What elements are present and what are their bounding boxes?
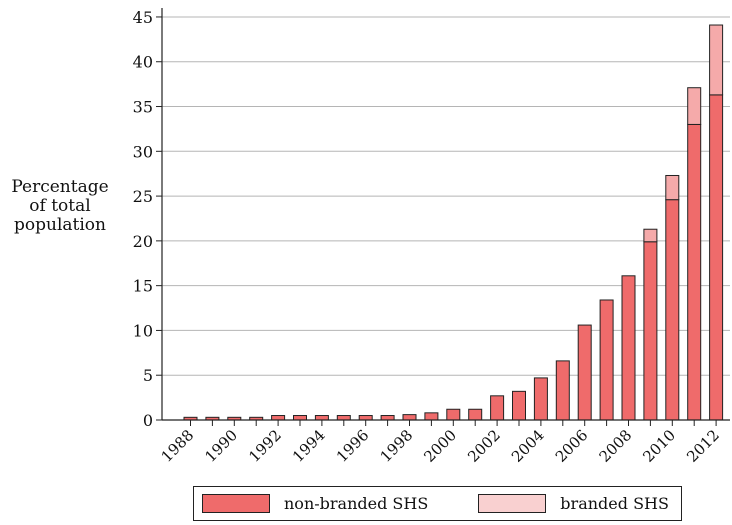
bar-non-branded: [358, 415, 373, 421]
x-tick-label: 1998: [377, 426, 417, 466]
bar-non-branded: [555, 360, 570, 421]
y-tick-label: 10: [133, 321, 153, 340]
legend-item-branded: branded SHS: [478, 494, 669, 513]
bar-non-branded: [621, 275, 636, 421]
grid-lines: [162, 16, 730, 376]
bar-non-branded: [533, 377, 548, 421]
y-tick-label: 45: [133, 8, 153, 27]
x-tick-label: 1996: [333, 426, 373, 466]
bar-branded: [665, 174, 680, 201]
y-tick-label: 15: [133, 277, 153, 296]
y-axis-label-line-3: population: [14, 215, 106, 235]
x-tick-label: 2010: [639, 426, 679, 466]
x-tick-label: 1992: [245, 426, 285, 466]
bar-branded: [709, 24, 724, 96]
bar-non-branded: [468, 408, 483, 421]
y-tick-label: 40: [133, 53, 153, 72]
y-tick-label: 35: [133, 98, 153, 117]
legend-swatch-non-branded: [202, 494, 270, 513]
bar-non-branded: [577, 324, 592, 421]
legend-item-non-branded: non-branded SHS: [202, 494, 428, 513]
bar-non-branded: [490, 395, 505, 421]
bar-non-branded: [687, 123, 702, 421]
bars: [183, 24, 724, 421]
bar-non-branded: [293, 415, 307, 421]
bar-non-branded: [424, 412, 439, 421]
bar-non-branded: [314, 415, 329, 421]
bar-non-branded: [643, 241, 658, 421]
x-tick-labels: 1988 1990 1992 1994 1996 1998 2000 2002 2004 2006…: [158, 426, 723, 466]
bar-non-branded: [380, 415, 395, 421]
x-tick-label: 2006: [552, 426, 592, 466]
x-tick-label: 2000: [420, 426, 460, 466]
bar-non-branded: [665, 199, 680, 421]
y-axis-label-line-2: of total: [29, 196, 91, 216]
bar-non-branded: [336, 415, 351, 421]
legend: non-branded SHS branded SHS: [193, 486, 682, 521]
y-tick-label: 20: [133, 232, 153, 251]
x-tick-label: 1994: [289, 426, 329, 466]
legend-swatch-branded: [478, 494, 547, 513]
bar-non-branded: [599, 299, 614, 421]
x-tick-label: 2002: [464, 426, 504, 466]
bar-branded: [687, 87, 702, 125]
x-tick-label: 2008: [596, 426, 636, 466]
axes: [156, 8, 730, 426]
bar-non-branded: [271, 415, 286, 421]
bar-branded: [643, 228, 658, 243]
bar-non-branded: [709, 94, 724, 421]
y-tick-labels: 0 5 10 15 20 25 30 35 40 45: [133, 8, 153, 430]
y-axis-label: Percentage of total population: [4, 178, 116, 235]
y-tick-label: 0: [143, 411, 153, 430]
y-tick-label: 25: [133, 187, 153, 206]
bar-non-branded: [402, 414, 417, 421]
x-tick-label: 1988: [158, 426, 198, 466]
legend-label-branded: branded SHS: [560, 494, 669, 513]
y-tick-label: 30: [133, 142, 153, 161]
x-tick-label: 2012: [683, 426, 723, 466]
x-tick-label: 1990: [201, 426, 241, 466]
y-tick-label: 5: [143, 366, 153, 385]
bar-non-branded: [512, 390, 526, 421]
y-axis-label-line-1: Percentage: [11, 177, 109, 197]
x-tick-label: 2004: [508, 426, 548, 466]
legend-label-non-branded: non-branded SHS: [284, 494, 429, 513]
bar-non-branded: [446, 408, 461, 421]
